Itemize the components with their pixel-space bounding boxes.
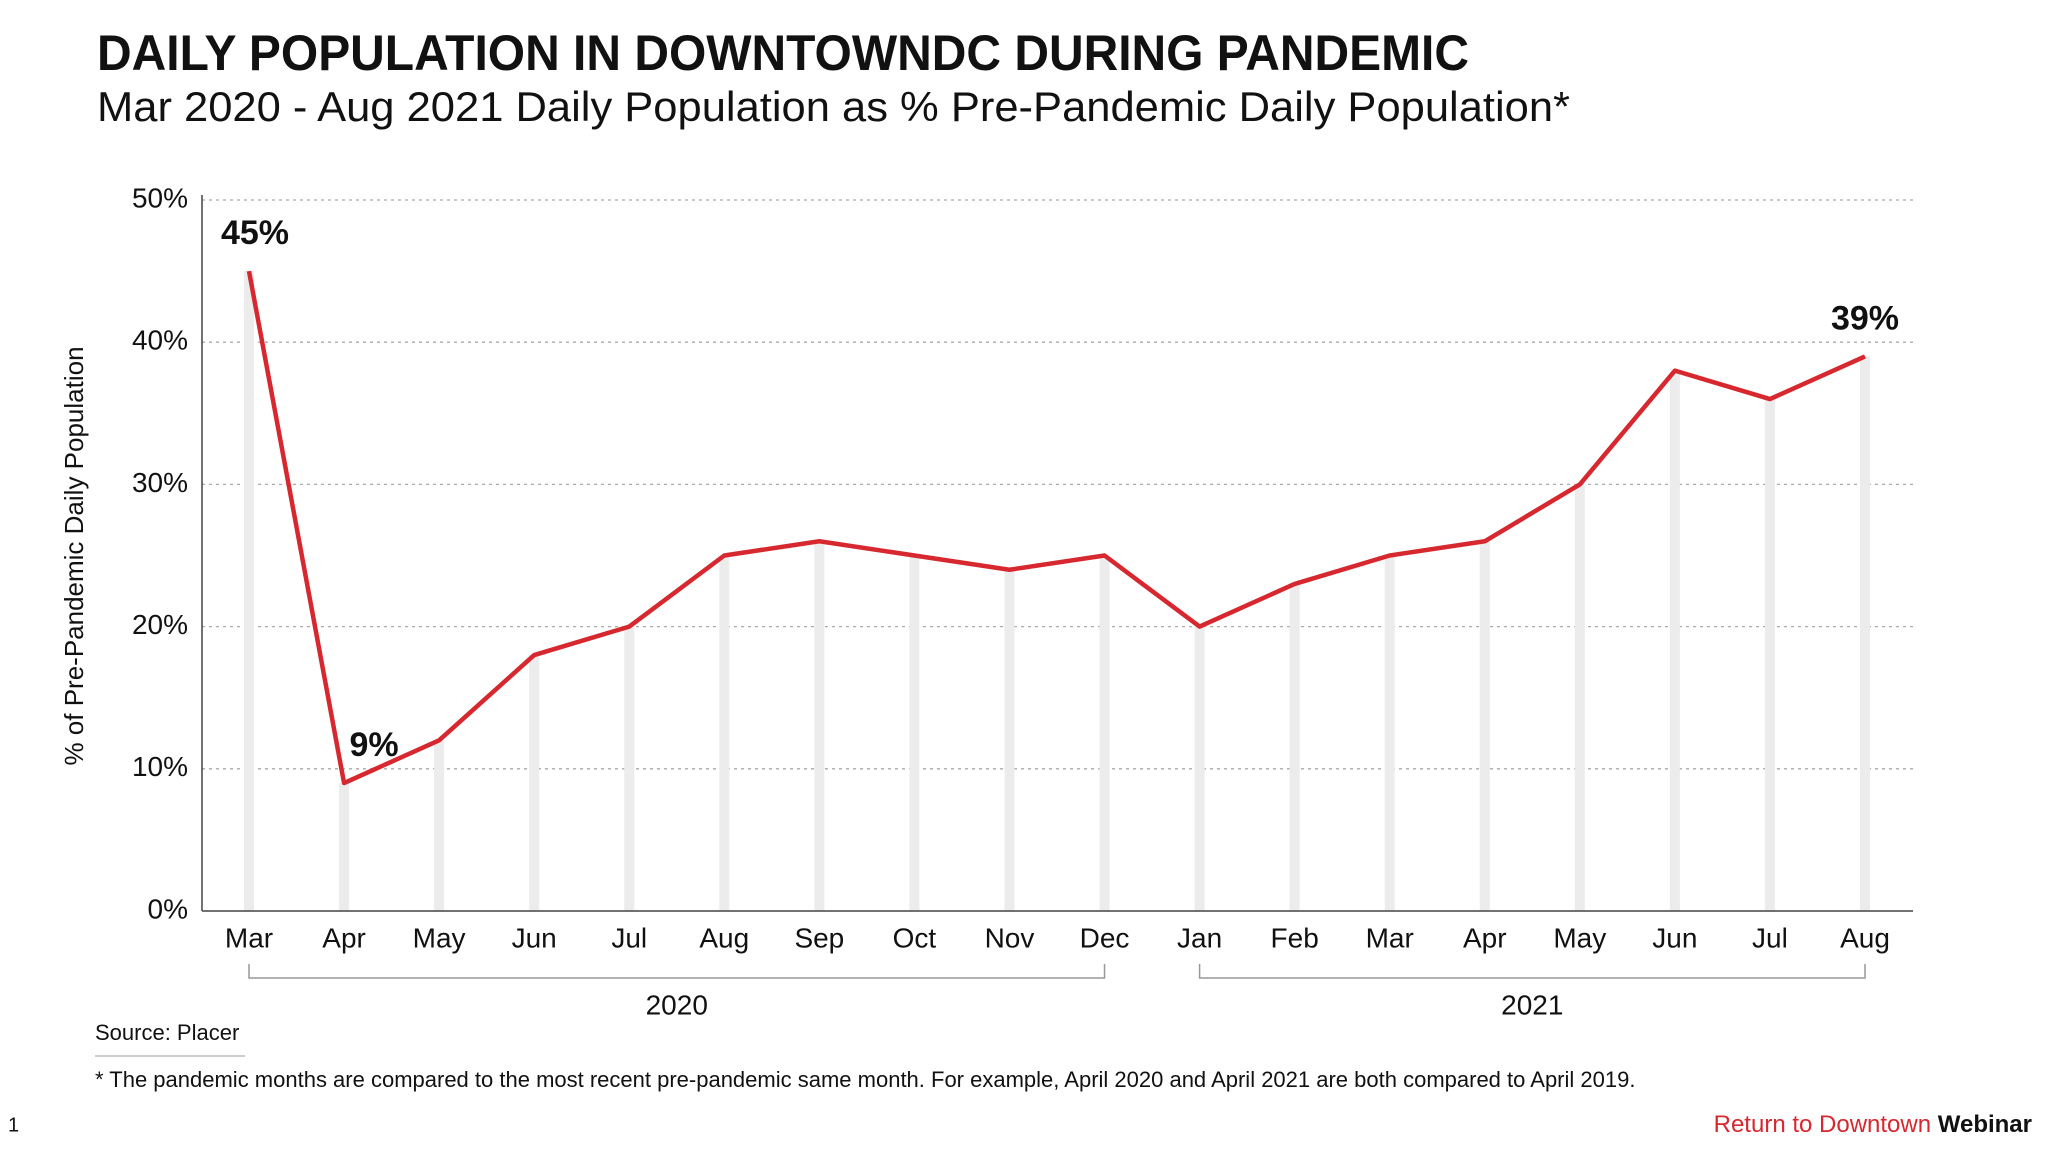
y-axis-label: % of Pre-Pandemic Daily Population [59, 346, 89, 765]
data-label: 45% [221, 214, 289, 252]
drop-bar [1764, 399, 1775, 911]
group-label: 2021 [1501, 989, 1563, 1020]
x-tick-label: Jun [1652, 922, 1697, 953]
chart-subtitle: Mar 2020 - Aug 2021 Daily Population as … [97, 83, 1570, 130]
drop-bar [1289, 583, 1300, 911]
x-tick-label: Mar [1366, 922, 1414, 953]
drop-bar [1384, 555, 1395, 911]
brand: Return to Downtown Webinar [1714, 1111, 2032, 1138]
x-tick-label: Apr [1463, 922, 1507, 953]
group-bracket [248, 964, 1106, 979]
drop-bar [1669, 370, 1680, 911]
x-tick-label: Sep [794, 922, 844, 953]
x-tick-label: Jul [611, 922, 647, 953]
drop-bar [1099, 555, 1110, 911]
x-tick-label: Aug [1840, 922, 1890, 953]
data-label: 39% [1831, 299, 1899, 337]
group-label: 2020 [646, 989, 708, 1020]
x-tick-label: Oct [893, 922, 937, 953]
drop-bar [1004, 569, 1015, 911]
x-tick-label: Aug [699, 922, 749, 953]
x-tick-label: Mar [225, 922, 273, 953]
drop-bar [244, 271, 254, 912]
drop-bar [434, 740, 445, 911]
x-tick-label: Apr [322, 922, 366, 953]
drop-bar [719, 555, 730, 911]
y-tick-label: 40% [132, 325, 188, 356]
drop-bar [1479, 541, 1490, 911]
x-tick-label: May [1553, 922, 1606, 953]
y-tick-label: 20% [132, 609, 188, 640]
source: Source: Placer [95, 1020, 239, 1045]
x-tick-label: Jan [1177, 922, 1222, 953]
brand-highlight: Return to Downtown [1714, 1111, 1931, 1138]
x-tick-label: Jun [512, 922, 557, 953]
y-tick-label: 50% [132, 182, 188, 213]
drop-bar [529, 655, 540, 911]
chart-title: DAILY POPULATION IN DOWNTOWNDC DURING PA… [97, 25, 1469, 81]
x-tick-label: Dec [1080, 922, 1130, 953]
drop-bar [624, 626, 635, 911]
footnote: * The pandemic months are compared to th… [95, 1067, 1635, 1092]
page-number: 1 [8, 1114, 19, 1136]
data-line [246, 270, 1866, 786]
brand-rest: Webinar [1938, 1111, 2032, 1138]
drop-bar [909, 555, 920, 911]
x-tick-label: Nov [985, 922, 1035, 953]
drop-bar [339, 783, 350, 911]
y-tick-label: 30% [132, 467, 188, 498]
drop-bar [1860, 356, 1870, 911]
y-tick-label: 0% [148, 893, 188, 924]
x-tick-label: Jul [1752, 922, 1788, 953]
drop-bar [814, 541, 825, 911]
drop-bar [1574, 484, 1585, 911]
x-tick-label: May [413, 922, 466, 953]
data-label: 9% [349, 726, 398, 764]
group-bracket [1198, 964, 1866, 979]
drop-bar [1194, 626, 1205, 911]
y-tick-label: 10% [132, 751, 188, 782]
x-tick-label: Feb [1271, 922, 1319, 953]
